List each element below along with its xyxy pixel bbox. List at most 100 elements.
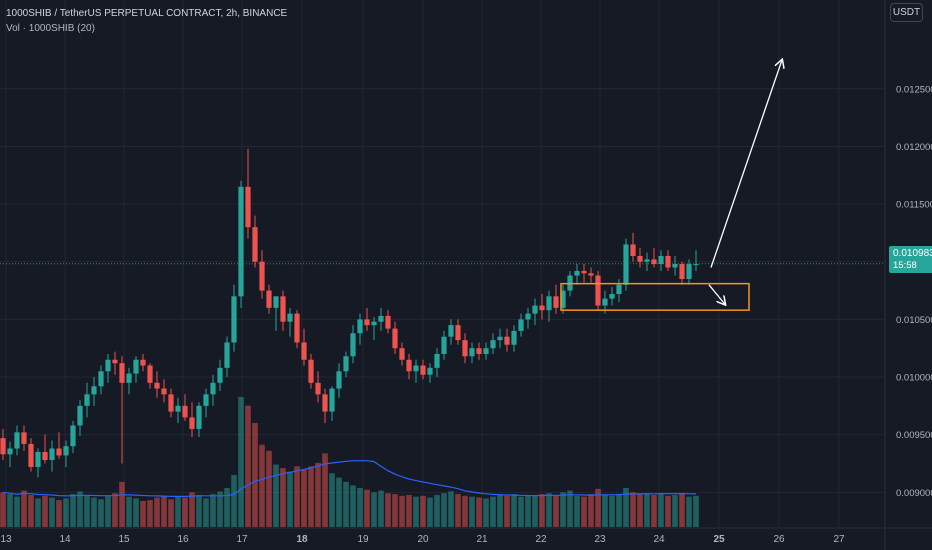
volume-bar [294,466,300,527]
candle-body [504,336,510,345]
volume-bar [413,496,419,527]
last-price-tag: 0.010983 15:58 [889,246,932,273]
volume-bar [385,493,391,527]
candle-body [595,275,601,306]
candle-body [119,363,125,383]
candle-body [420,365,426,375]
volume-bar [490,496,496,527]
candle-body [588,273,594,276]
volume-bar [665,495,671,527]
volume-bar [378,490,384,527]
bar-countdown: 15:58 [893,260,917,271]
candle-body [672,264,678,268]
volume-bar [392,494,398,527]
volume-bar [315,462,321,527]
candle-body [259,261,265,291]
candle-body [7,448,13,455]
volume-bar [616,494,622,527]
candle-body [315,382,321,395]
candle-body [203,394,209,406]
currency-button[interactable]: USDT [890,3,923,22]
candle-body [357,319,363,334]
time-tick-label: 27 [833,534,845,545]
volume-bar [280,468,286,527]
price-tick-label: 0.009000 [896,488,932,499]
volume-bar [252,423,258,527]
candle-body [245,186,251,228]
volume-bar [189,492,195,527]
volume-bar [581,496,587,527]
volume-bar [637,494,643,527]
candle-body [196,405,202,429]
candle-body [98,371,104,387]
volume-bar [231,475,237,527]
volume-bar [63,498,69,527]
candle-body [658,255,664,265]
volume-bar [553,494,559,527]
volume-bar [455,494,461,527]
short-term-arrow [708,284,725,305]
time-tick-label: 25 [713,534,725,545]
candle-body [77,405,83,426]
volume-legend[interactable]: Vol · 1000SHIB (20) [6,23,95,34]
candle-body [84,394,90,406]
candle-body [105,359,111,372]
candle-body [469,348,475,357]
volume-bar [532,495,538,527]
volume-bar [203,498,209,527]
candle-body [35,451,41,467]
candle-body [56,448,62,456]
volume-bar [448,491,454,527]
candle-body [231,296,237,343]
volume-bar [168,499,174,527]
candle-body [224,342,230,368]
symbol-title[interactable]: 1000SHIB / TetherUS PERPETUAL CONTRACT, … [6,8,288,19]
candle-body [140,359,146,366]
candle-body [189,417,195,429]
volume-bar [434,494,440,527]
volume-bar [210,494,216,527]
candle-body [217,367,223,383]
volume-bar [14,496,20,527]
time-tick-label: 15 [118,534,130,545]
candle-body [399,348,405,360]
volume-bar [133,498,139,527]
candle-body [266,290,272,308]
candle-body [329,388,335,412]
time-tick-label: 13 [0,534,12,545]
volume-bar [679,494,685,527]
volume-bar [196,494,202,527]
candle-body [294,313,300,343]
volume-bar [273,464,279,527]
candle-body [133,359,139,374]
volume-bar [504,495,510,527]
candle-body [455,325,461,341]
volume-bar [119,481,125,527]
candle-body [644,259,650,262]
candle-body [630,244,636,256]
candle-body [441,336,447,354]
volume-bar [371,492,377,527]
candle-body [574,270,580,276]
volume-bar [217,491,223,527]
volume-bar [147,500,153,527]
candle-body [476,348,482,354]
volume-bar [70,494,76,527]
volume-bar [322,453,328,527]
candle-body [126,373,132,383]
volume-bar [182,497,188,527]
volume-bar [588,494,594,527]
projection-arrow [710,60,782,268]
candle-body [434,353,440,368]
candle-body [91,386,97,395]
candle-body [280,296,286,322]
candle-body [238,186,244,297]
volume-bar [336,477,342,527]
candle-body [287,313,293,322]
volume-bar [399,495,405,527]
candle-body [70,425,76,447]
volume-bar [35,498,41,527]
candle-body [553,296,559,308]
volume-bar [420,495,426,527]
